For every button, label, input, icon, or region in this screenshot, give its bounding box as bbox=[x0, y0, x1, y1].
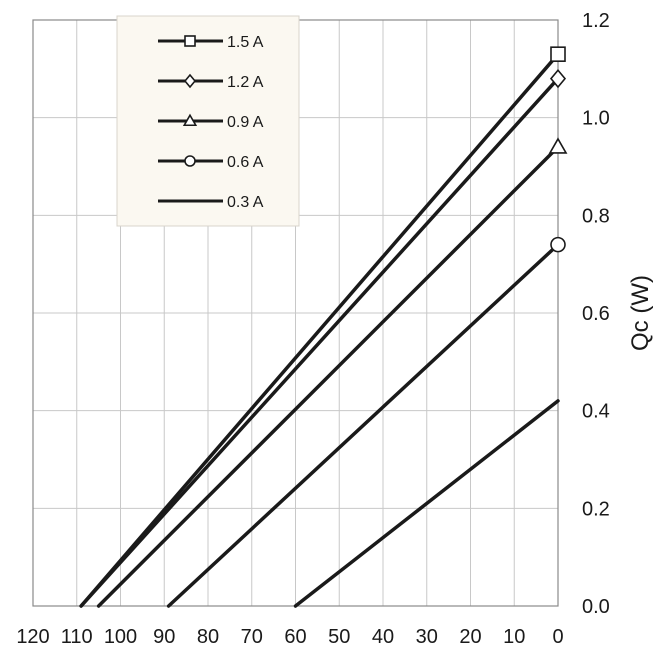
legend-label-3: 0.6 A bbox=[227, 154, 264, 171]
legend-marker-1 bbox=[183, 73, 197, 89]
series-marker-2 bbox=[548, 137, 568, 154]
x-tick-label: 120 bbox=[16, 626, 49, 648]
x-tick-label: 20 bbox=[459, 626, 481, 648]
series-line-4 bbox=[293, 399, 560, 608]
legend-marker-2 bbox=[182, 113, 198, 127]
legend-marker-3 bbox=[184, 155, 196, 167]
x-axis-ticks: 120 110 100 90 80 70 60 50 40 30 20 10 0 bbox=[16, 626, 563, 648]
series-marker-3 bbox=[550, 236, 566, 253]
legend-label-0: 1.5 A bbox=[227, 34, 264, 51]
y-tick-label: 1.0 bbox=[582, 108, 610, 130]
legend-label-2: 0.9 A bbox=[227, 114, 264, 131]
series-line-0 bbox=[79, 52, 560, 608]
x-tick-label: 100 bbox=[104, 626, 137, 648]
legend: 1.5 A 1.2 A 0.9 A 0.6 A 0.3 A bbox=[116, 15, 300, 227]
x-tick-label: 10 bbox=[503, 626, 525, 648]
y-axis-label: Qc (W) bbox=[627, 275, 654, 351]
x-tick-label: 90 bbox=[153, 626, 175, 648]
x-tick-label: 30 bbox=[416, 626, 438, 648]
series-marker-0 bbox=[550, 46, 566, 62]
x-tick-label: 0 bbox=[552, 626, 563, 648]
x-tick-label: 40 bbox=[372, 626, 394, 648]
x-tick-label: 70 bbox=[241, 626, 263, 648]
legend-marker-0 bbox=[184, 35, 196, 47]
y-tick-label: 0.4 bbox=[582, 401, 610, 423]
series-lines bbox=[79, 46, 568, 608]
series-marker-1 bbox=[549, 68, 567, 89]
x-tick-label: 110 bbox=[61, 626, 93, 648]
y-axis-ticks: 0.0 0.2 0.4 0.6 0.8 1.0 1.2 bbox=[582, 10, 610, 618]
y-tick-label: 0.0 bbox=[582, 596, 610, 618]
legend-label-4: 0.3 A bbox=[227, 194, 264, 211]
x-tick-label: 50 bbox=[328, 626, 350, 648]
y-tick-label: 0.2 bbox=[582, 498, 610, 520]
y-tick-label: 0.8 bbox=[582, 205, 610, 227]
y-tick-label: 1.2 bbox=[582, 10, 610, 32]
series-line-2 bbox=[96, 145, 560, 608]
x-tick-label: 60 bbox=[284, 626, 306, 648]
y-tick-label: 0.6 bbox=[582, 303, 610, 325]
series-line-1 bbox=[79, 76, 560, 608]
legend-label-1: 1.2 A bbox=[227, 74, 264, 91]
series-line-3 bbox=[166, 242, 560, 608]
x-tick-label: 80 bbox=[197, 626, 219, 648]
